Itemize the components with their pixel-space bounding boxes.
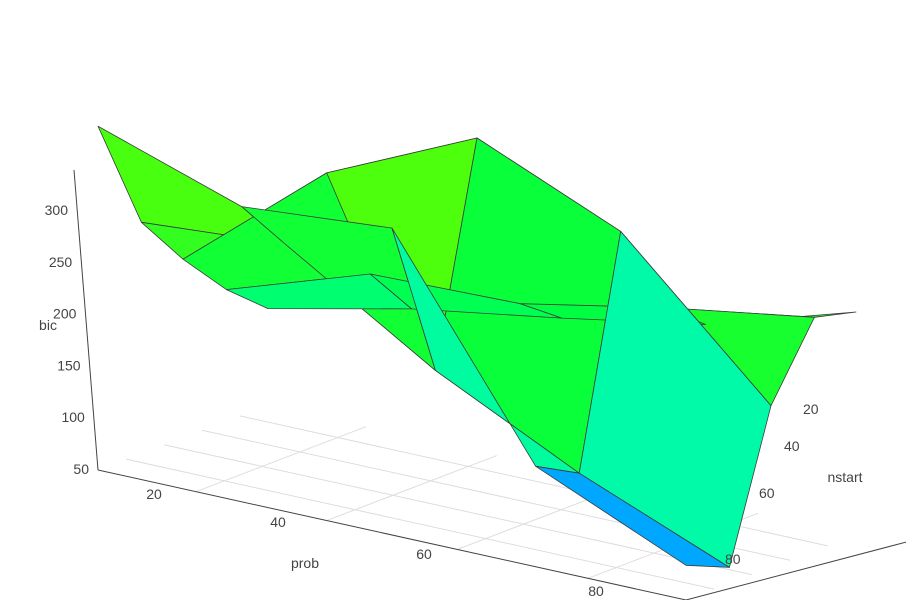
x-tick-label: 80 xyxy=(588,583,604,599)
axis-layer: 20 40 60 80 20 40 60 80 50 100 150 200 250 300 xyxy=(45,169,906,600)
surface-layer xyxy=(97,125,857,568)
z-tick-label: 250 xyxy=(49,254,73,270)
surface-facet xyxy=(535,465,730,568)
z-tick-label: 50 xyxy=(73,461,89,477)
y-tick-label: 80 xyxy=(725,551,741,567)
x-tick-label: 20 xyxy=(146,486,162,502)
z-tick-label: 300 xyxy=(45,202,69,218)
y-gridline xyxy=(126,458,715,590)
y-tick-label: 40 xyxy=(784,438,800,454)
x-axis-line xyxy=(97,469,687,600)
x-gridline xyxy=(326,455,497,522)
x-axis-title: prob xyxy=(291,555,319,571)
x-gridline xyxy=(195,426,367,493)
x-tick-label: 60 xyxy=(416,546,432,562)
y-axis-line xyxy=(685,541,906,600)
y-gridline xyxy=(164,444,753,576)
x-tick-label: 40 xyxy=(270,514,286,530)
z-tick-label: 150 xyxy=(57,357,81,373)
z-axis-line xyxy=(73,169,99,471)
z-tick-label: 200 xyxy=(53,306,77,322)
y-tick-label: 60 xyxy=(759,485,775,501)
z-tick-label: 100 xyxy=(61,409,85,425)
y-tick-label: 20 xyxy=(803,401,819,417)
z-axis-title: bic xyxy=(39,317,57,333)
y-axis-title: nstart xyxy=(827,469,862,485)
